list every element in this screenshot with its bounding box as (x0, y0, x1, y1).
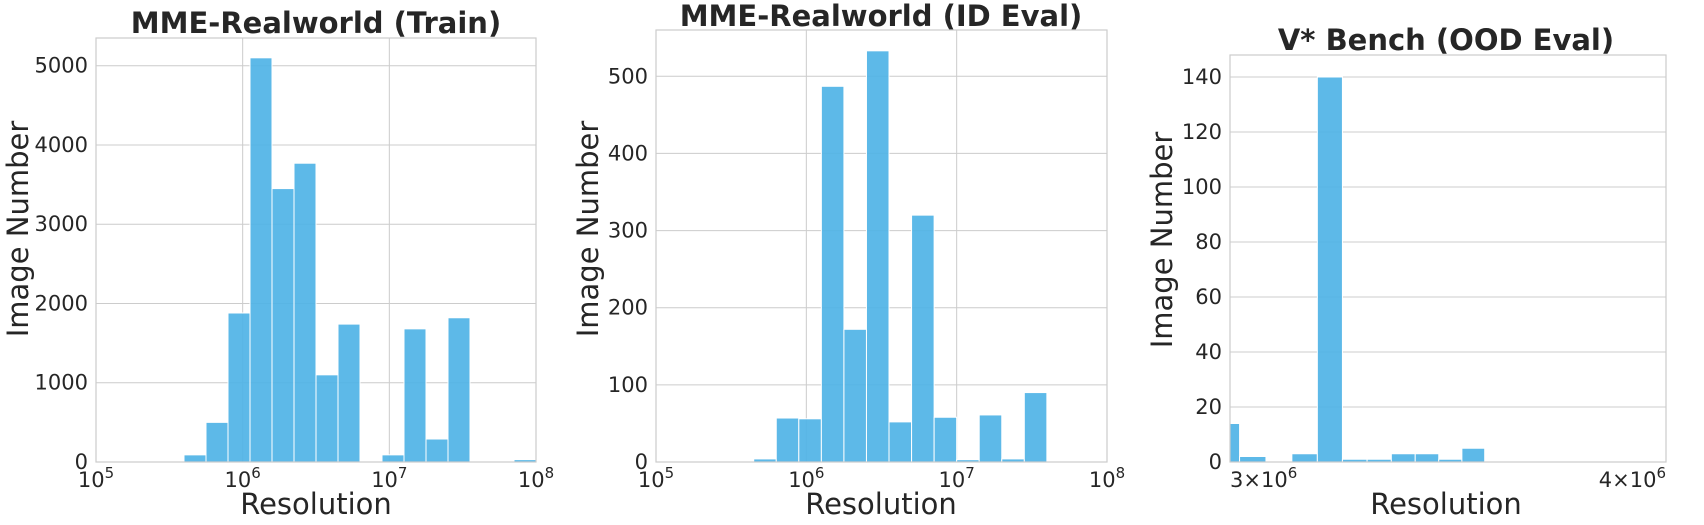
panel-title-ood-eval: V* Bench (OOD Eval) (1278, 23, 1614, 57)
histogram-bar-train (425, 438, 449, 463)
panel-ood-eval: V* Bench (OOD Eval) Resolution Image Num… (1145, 23, 1667, 521)
y-tick-label-train: 4000 (35, 133, 88, 157)
x-tick-label-train: 106 (225, 464, 261, 492)
y-tick-label-id-eval: 400 (608, 141, 648, 165)
histogram-bar-train (381, 454, 405, 463)
y-tick-label-id-eval: 0 (635, 450, 648, 474)
y-tick-label-id-eval: 100 (608, 373, 648, 397)
histogram-bar-id-eval (888, 421, 913, 463)
plot-frame-ood-eval (1229, 54, 1667, 463)
histogram-bar-id-eval (865, 50, 890, 463)
y-tick-label-train: 2000 (35, 291, 88, 315)
histogram-bar-ood-eval (1291, 453, 1318, 463)
y-tick-label-ood-eval: 100 (1182, 175, 1222, 199)
bars-train (183, 57, 537, 463)
bars-ood-eval (1229, 76, 1486, 463)
x-tick-label-id-eval: 105 (638, 464, 674, 492)
y-tick-label-ood-eval: 0 (1209, 450, 1222, 474)
histogram-bar-train (205, 421, 229, 463)
histogram-bar-ood-eval (1229, 423, 1241, 463)
histogram-bar-train (271, 188, 295, 463)
x-tick-label-id-eval: 108 (1089, 464, 1125, 492)
y-axis-label-id-eval: Image Number (571, 121, 605, 338)
histogram-bar-ood-eval (1316, 76, 1343, 463)
y-tick-label-ood-eval: 40 (1195, 340, 1222, 364)
histogram-bar-id-eval (978, 414, 1003, 463)
histogram-bar-train (249, 57, 273, 463)
y-tick-label-id-eval: 300 (608, 219, 648, 243)
panel-train: MME-Realworld (Train) Resolution Image N… (1, 6, 554, 521)
y-axis-label-train: Image Number (1, 121, 35, 338)
histogram-bar-id-eval (820, 85, 845, 463)
y-tick-label-ood-eval: 20 (1195, 395, 1222, 419)
x-tick-label-train: 105 (78, 464, 114, 492)
bars-id-eval (753, 50, 1048, 463)
histogram-bar-id-eval (911, 214, 935, 463)
x-axis-label-id-eval: Resolution (805, 487, 957, 521)
x-tick-label-id-eval: 106 (788, 464, 824, 492)
y-tick-label-ood-eval: 80 (1195, 230, 1222, 254)
histogram-bar-train (403, 328, 427, 463)
y-tick-label-train: 1000 (35, 371, 88, 395)
x-tick-label-ood-eval: 3×106 (1230, 464, 1297, 492)
histogram-bar-train (293, 162, 317, 463)
y-tick-label-ood-eval: 140 (1182, 65, 1222, 89)
histogram-bar-train (447, 317, 471, 463)
grid-ood-eval (1229, 55, 1667, 463)
histogram-bar-train (315, 374, 339, 463)
histogram-bar-train (183, 454, 207, 463)
panel-title-id-eval: MME-Realworld (ID Eval) (680, 0, 1083, 33)
y-tick-label-id-eval: 200 (608, 296, 648, 320)
y-tick-label-id-eval: 500 (608, 64, 648, 88)
x-tick-label-ood-eval: 4×106 (1599, 464, 1666, 492)
histogram-bar-id-eval (843, 328, 867, 463)
y-axis-label-ood-eval: Image Number (1145, 132, 1179, 349)
histogram-bar-id-eval (1023, 392, 1048, 463)
x-tick-label-id-eval: 107 (939, 464, 975, 492)
histogram-bar-train (227, 312, 251, 463)
histogram-bar-id-eval (798, 418, 822, 463)
y-tick-label-train: 5000 (35, 54, 88, 78)
y-tick-label-ood-eval: 120 (1182, 120, 1222, 144)
plot-frame-train (95, 37, 537, 463)
y-tick-label-ood-eval: 60 (1195, 285, 1222, 309)
histogram-bar-ood-eval (1461, 447, 1486, 463)
histogram-bar-ood-eval (1239, 456, 1267, 463)
panel-id-eval: MME-Realworld (ID Eval) Resolution Image… (571, 0, 1125, 521)
histogram-bar-ood-eval (1390, 453, 1416, 463)
plot-frame-id-eval (655, 29, 1108, 463)
histogram-bar-id-eval (775, 417, 800, 463)
histogram-bar-ood-eval (1414, 453, 1440, 463)
panel-title-train: MME-Realworld (Train) (131, 6, 501, 40)
histogram-bar-id-eval (933, 416, 958, 463)
x-axis-label-ood-eval: Resolution (1370, 487, 1522, 521)
y-tick-label-train: 0 (75, 450, 88, 474)
histogram-bar-train (337, 323, 361, 463)
x-tick-label-train: 108 (518, 464, 554, 492)
x-axis-label-train: Resolution (240, 487, 392, 521)
y-tick-label-train: 3000 (35, 212, 88, 236)
x-tick-label-train: 107 (371, 464, 407, 492)
